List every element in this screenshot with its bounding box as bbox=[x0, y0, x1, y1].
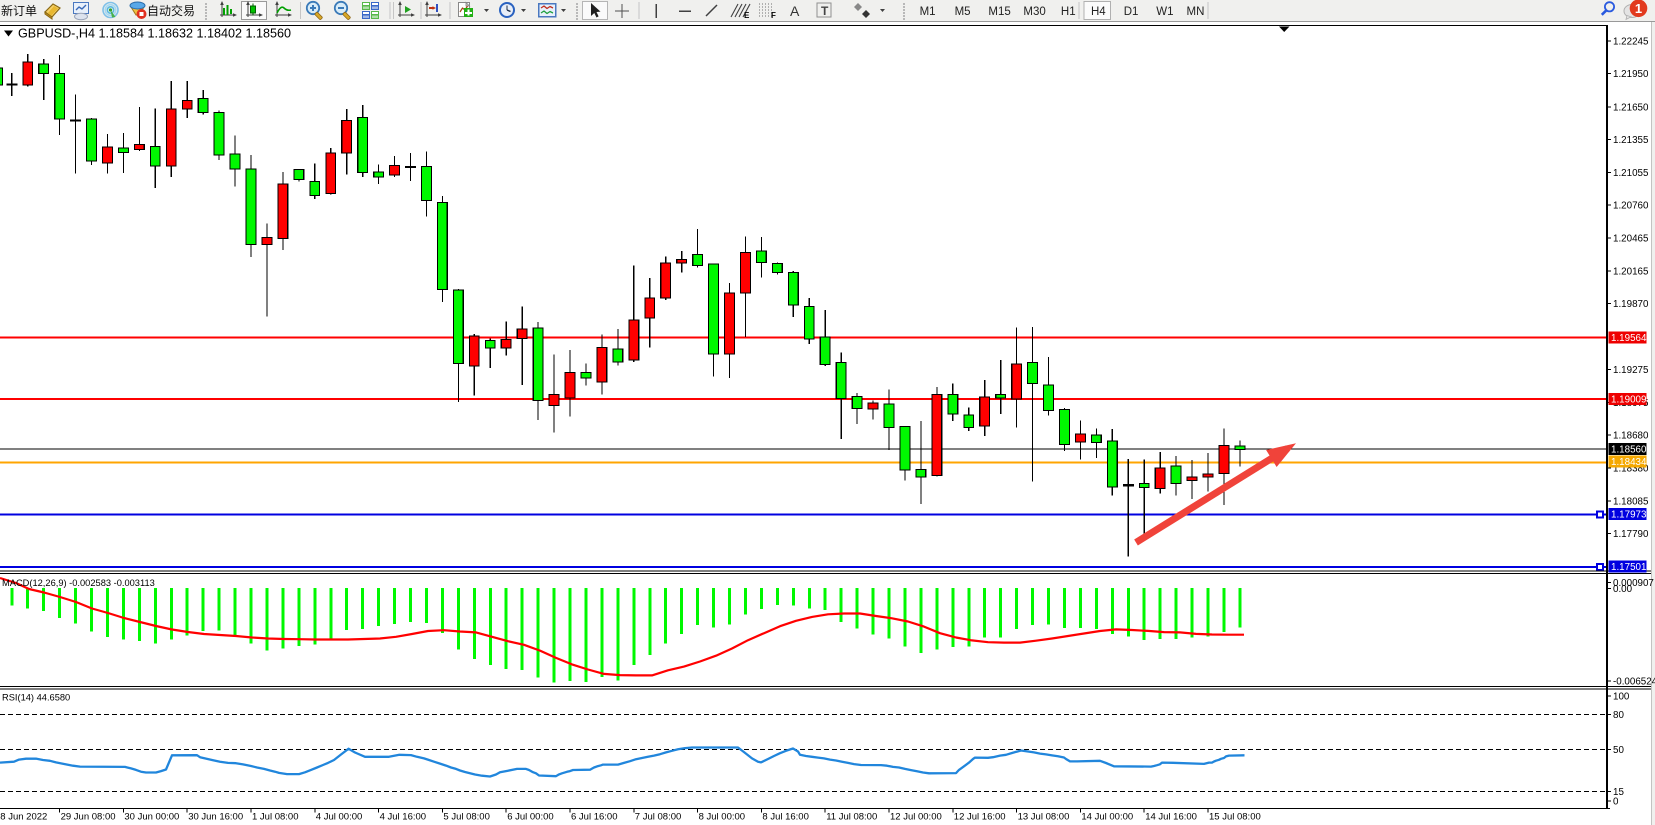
svg-text:50: 50 bbox=[1613, 745, 1624, 756]
svg-text:14 Jul 16:00: 14 Jul 16:00 bbox=[1145, 812, 1197, 823]
svg-text:8 Jul 00:00: 8 Jul 00:00 bbox=[699, 812, 745, 823]
svg-text:11 Jul 08:00: 11 Jul 08:00 bbox=[826, 812, 877, 823]
svg-text:T: T bbox=[821, 4, 829, 18]
svg-text:14 Jul 00:00: 14 Jul 00:00 bbox=[1081, 812, 1133, 823]
svg-text:13 Jul 08:00: 13 Jul 08:00 bbox=[1018, 812, 1070, 823]
svg-text:0.00: 0.00 bbox=[1613, 584, 1633, 595]
svg-text:1.18085: 1.18085 bbox=[1613, 496, 1649, 507]
svg-text:0: 0 bbox=[1613, 797, 1619, 808]
svg-text:MN: MN bbox=[1187, 6, 1205, 18]
svg-text:1: 1 bbox=[1635, 1, 1642, 16]
svg-text:1.18560: 1.18560 bbox=[1611, 445, 1647, 456]
svg-text:1.20760: 1.20760 bbox=[1613, 201, 1649, 212]
svg-text:80: 80 bbox=[1613, 710, 1624, 721]
svg-text:1.21950: 1.21950 bbox=[1613, 69, 1649, 80]
svg-text:1 Jul 08:00: 1 Jul 08:00 bbox=[252, 812, 298, 823]
svg-text:D1: D1 bbox=[1124, 6, 1139, 18]
svg-text:1.17501: 1.17501 bbox=[1611, 562, 1646, 573]
svg-text:1.19564: 1.19564 bbox=[1611, 333, 1647, 344]
svg-text:1.18434: 1.18434 bbox=[1611, 457, 1647, 468]
svg-text:30 Jun 16:00: 30 Jun 16:00 bbox=[188, 812, 243, 823]
svg-text:GBPUSD-,H4 1.18584 1.18632 1.: GBPUSD-,H4 1.18584 1.18632 1.18402 1.185… bbox=[18, 27, 291, 41]
svg-text:30 Jun 00:00: 30 Jun 00:00 bbox=[124, 812, 179, 823]
svg-text:1.17790: 1.17790 bbox=[1613, 529, 1649, 540]
svg-text:1.21650: 1.21650 bbox=[1613, 102, 1649, 113]
svg-text:A: A bbox=[790, 3, 800, 19]
svg-text:1.20465: 1.20465 bbox=[1613, 233, 1649, 244]
svg-text:1.17973: 1.17973 bbox=[1611, 510, 1647, 521]
svg-text:1.18380: 1.18380 bbox=[1613, 464, 1649, 475]
svg-text:7 Jul 08:00: 7 Jul 08:00 bbox=[635, 812, 681, 823]
svg-text:29 Jun 08:00: 29 Jun 08:00 bbox=[61, 812, 116, 823]
svg-text:F: F bbox=[771, 11, 776, 20]
svg-text:15: 15 bbox=[1613, 787, 1624, 798]
svg-text:E: E bbox=[744, 11, 750, 20]
svg-text:8 Jul 16:00: 8 Jul 16:00 bbox=[762, 812, 808, 823]
svg-text:5 Jul 08:00: 5 Jul 08:00 bbox=[443, 812, 489, 823]
svg-text:M15: M15 bbox=[988, 6, 1010, 18]
svg-text:1.20165: 1.20165 bbox=[1613, 267, 1649, 278]
svg-text:1.19275: 1.19275 bbox=[1613, 365, 1649, 376]
svg-text:W1: W1 bbox=[1156, 6, 1173, 18]
svg-text:4 Jul 00:00: 4 Jul 00:00 bbox=[316, 812, 362, 823]
svg-text:15 Jul 08:00: 15 Jul 08:00 bbox=[1209, 812, 1261, 823]
svg-text:1.19009: 1.19009 bbox=[1611, 395, 1646, 406]
svg-text:6 Jul 16:00: 6 Jul 16:00 bbox=[571, 812, 617, 823]
svg-text:M5: M5 bbox=[955, 6, 971, 18]
svg-text:H1: H1 bbox=[1061, 6, 1076, 18]
svg-text:12 Jul 16:00: 12 Jul 16:00 bbox=[954, 812, 1006, 823]
svg-text:RSI(14) 44.6580: RSI(14) 44.6580 bbox=[2, 693, 70, 703]
svg-text:100: 100 bbox=[1613, 692, 1630, 703]
svg-text:12 Jul 00:00: 12 Jul 00:00 bbox=[890, 812, 942, 823]
svg-text:28 Jun 2022: 28 Jun 2022 bbox=[0, 812, 47, 823]
svg-text:H4: H4 bbox=[1091, 6, 1106, 18]
svg-text:1.18680: 1.18680 bbox=[1613, 431, 1649, 442]
svg-text:1.22245: 1.22245 bbox=[1613, 37, 1649, 48]
svg-text:新订单: 新订单 bbox=[1, 3, 37, 18]
svg-text:6 Jul 00:00: 6 Jul 00:00 bbox=[507, 812, 553, 823]
svg-text:1.21355: 1.21355 bbox=[1613, 135, 1649, 146]
svg-text:4 Jul 16:00: 4 Jul 16:00 bbox=[380, 812, 426, 823]
svg-text:1.21055: 1.21055 bbox=[1613, 168, 1649, 179]
svg-text:MACD(12,26,9) -0.002583 -0.003: MACD(12,26,9) -0.002583 -0.003113 bbox=[2, 578, 155, 588]
svg-text:1.19870: 1.19870 bbox=[1613, 299, 1649, 310]
svg-text:-0.006524: -0.006524 bbox=[1613, 677, 1655, 688]
svg-text:M30: M30 bbox=[1023, 6, 1045, 18]
svg-text:0.000907: 0.000907 bbox=[1613, 578, 1654, 589]
svg-text:自动交易: 自动交易 bbox=[147, 3, 195, 18]
svg-text:M1: M1 bbox=[920, 6, 936, 18]
